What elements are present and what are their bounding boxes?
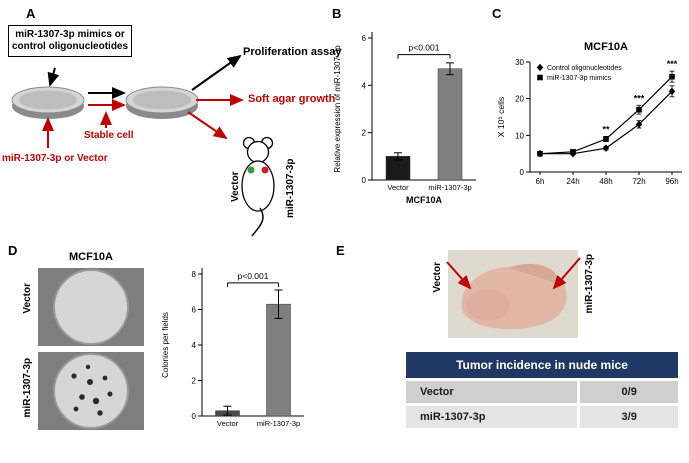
svg-text:Vector: Vector [217,419,239,428]
bar-chart-mir-expression: 0 2 4 6 Vector miR-1307-3p p<0.001 MCF10A Relati… [333,32,476,205]
svg-text:6: 6 [362,34,367,43]
svg-text:p<0.001: p<0.001 [409,43,440,53]
nude-mouse-photo-image [448,250,578,338]
panel-d-title: MCF10A [68,251,113,263]
svg-text:MCF10A: MCF10A [406,195,443,205]
tumor-incidence-table: Tumor incidence in nude mice Vector 0/9 … [406,352,678,428]
svg-text:24h: 24h [566,177,579,186]
petri-dish-icon [11,86,85,119]
svg-text:***: *** [634,93,645,103]
svg-text:p<0.001: p<0.001 [238,271,269,281]
vector-injection-dot-icon [247,166,255,174]
table-header: Tumor incidence in nude mice [406,352,678,378]
arrow-box-to-dish-icon [47,67,60,87]
soft-agar-growth-label: Soft agar growth [248,93,336,105]
mouse-icon [241,136,275,237]
svg-text:MCF10A: MCF10A [584,41,628,53]
mouse-vector-label: Vector [230,171,241,202]
table-cell-group: Vector [406,381,578,403]
svg-text:2: 2 [192,377,197,386]
bar-chart-colonies: 0 2 4 6 8 Vector miR-1307-3p p<0.001 Colonies pe… [161,268,304,428]
arrow-vector-to-photo-icon [446,261,472,290]
svg-text:0: 0 [362,176,367,185]
svg-text:miR-1307-3p: miR-1307-3p [428,183,471,192]
colony-dots-icon [71,364,113,416]
svg-text:Vector: Vector [387,183,409,192]
svg-text:miR-1307-3p: miR-1307-3p [257,419,300,428]
arrow-to-mouse-icon [187,111,228,140]
soft-agar-image-mir [38,352,144,435]
table-cell-group: miR-1307-3p [406,406,578,428]
panel-c-label: C [492,6,502,21]
svg-text:4: 4 [362,81,367,90]
svg-text:6h: 6h [536,177,545,186]
svg-text:0: 0 [520,168,525,177]
table-cell-incidence: 0/9 [580,381,678,403]
svg-text:20: 20 [515,95,524,104]
panel-e-label: E [336,243,345,258]
svg-text:48h: 48h [599,177,612,186]
svg-text:8: 8 [192,270,197,279]
svg-text:Relative expression of miR-130: Relative expression of miR-1307-3p [333,45,342,173]
svg-text:**: ** [602,124,610,134]
panel-d-label: D [8,243,18,258]
svg-text:6: 6 [192,306,197,315]
mouse-mir-label: miR-1307-3p [285,159,296,218]
svg-text:X 10⁵ cells: X 10⁵ cells [496,97,506,137]
table-row: miR-1307-3p 3/9 [406,406,678,428]
svg-text:Control oligonucleotides: Control oligonucleotides [547,65,622,72]
svg-text:0: 0 [192,412,197,421]
svg-text:miR-1307-3p mimics: miR-1307-3p mimics [547,75,612,82]
treatment-box: miR-1307-3p mimics or control oligonucle… [8,25,132,57]
svg-text:2: 2 [362,129,367,138]
photo-arrows [446,257,581,290]
panel-a-label: A [26,6,36,21]
soft-agar-well-mir-image [38,352,144,430]
svg-text:96h: 96h [665,177,678,186]
proliferation-assay-label: Proliferation assay [243,46,342,58]
petri-dish-icon [125,86,199,119]
soft-agar-vector-label: Vector [22,283,33,314]
arrow-to-proliferation-icon [191,54,242,91]
svg-text:4: 4 [192,341,197,350]
table-row: Vector 0/9 [406,381,678,403]
svg-text:10: 10 [515,131,524,140]
soft-agar-well-vector-image [38,268,144,346]
stable-cell-label: Stable cell [84,130,134,141]
table-cell-incidence: 3/9 [580,406,678,428]
panel-a-diagram: Vector miR-1307-3p [11,54,296,237]
svg-text:Colonies per fields: Colonies per fields [161,312,170,378]
panel-b-label: B [332,6,342,21]
nude-mouse-photo [448,250,578,338]
soft-agar-mir-label: miR-1307-3p [22,358,33,418]
transfection-label: miR-1307-3p or Vector [2,153,108,164]
svg-text:72h: 72h [632,177,645,186]
mir-injection-dot-icon [261,166,269,174]
soft-agar-image-vector [38,268,144,351]
svg-text:***: *** [667,59,678,69]
arrow-mir-to-photo-icon [552,257,581,290]
svg-text:30: 30 [515,58,524,67]
